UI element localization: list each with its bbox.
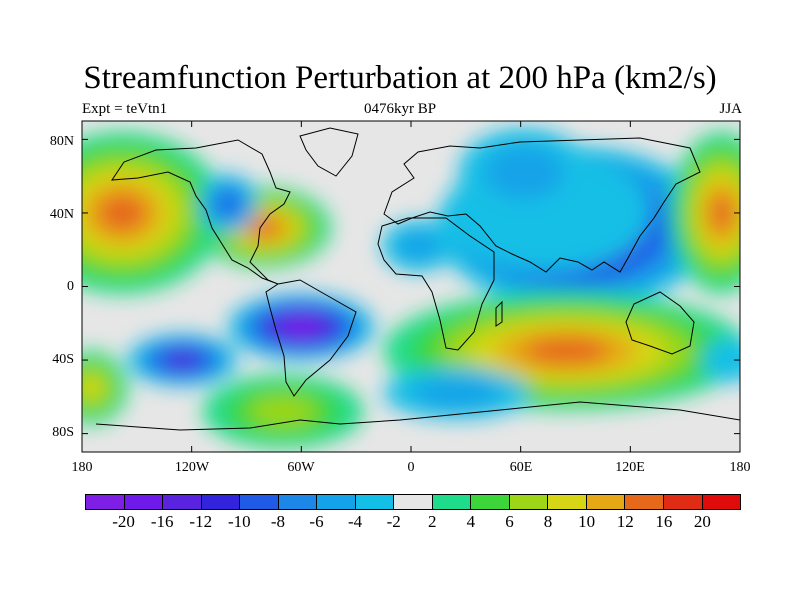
colorbar-label: 20	[693, 512, 711, 531]
colorbar-label: -2	[386, 512, 401, 531]
contour-blob-12-level-2	[412, 377, 501, 409]
lat-label-40s: 40S	[52, 352, 74, 367]
axis-ticks	[81, 121, 741, 452]
colorbar-segment-8	[394, 495, 433, 509]
colorbar	[85, 494, 741, 510]
lon-label-120w: 120W	[174, 460, 210, 475]
colorbar-label: 2	[428, 512, 437, 531]
contour-blob-11-level-4	[82, 375, 104, 400]
coastline-australia	[625, 291, 695, 355]
experiment-label: Expt = teVtn1	[82, 101, 168, 117]
colorbar-segment-4	[240, 495, 279, 509]
contour-blob-4-level-6	[98, 194, 146, 232]
colorbar-segment-13	[586, 495, 626, 509]
coastline-north-america	[111, 139, 291, 285]
contour-blob-5-level-6	[709, 194, 734, 232]
lon-label-180w: 180	[71, 460, 93, 475]
lon-label-0: 0	[407, 460, 415, 475]
colorbar-label: 10	[578, 512, 596, 531]
colorbar-segment-14	[625, 495, 664, 509]
colorbar-segment-15	[663, 495, 703, 509]
lat-label-0: 0	[67, 279, 74, 294]
contour-blob-7-level-4	[218, 193, 238, 214]
lon-label-180e: 180	[729, 460, 751, 475]
lon-label-60w: 60W	[287, 460, 315, 475]
coastline-antarctica	[95, 401, 740, 431]
colorbar-label: -6	[309, 512, 324, 531]
contour-blob-2-level-2	[484, 146, 564, 199]
colorbar-segment-9	[432, 495, 472, 509]
colorbar-label: -12	[189, 512, 213, 531]
plot-title: Streamfunction Perturbation at 200 hPa (…	[83, 60, 717, 96]
coastline-madagascar	[495, 300, 503, 327]
colorbar-label: -8	[270, 512, 286, 531]
colorbar-label: -10	[228, 512, 251, 531]
colorbar-segment-16	[702, 495, 741, 509]
contour-blob-9-level-6	[169, 354, 196, 366]
colorbar-segment-3	[201, 495, 241, 509]
colorbar-segment-10	[471, 495, 510, 509]
colorbar-segment-5	[278, 495, 318, 509]
coastline-south-america	[265, 279, 357, 397]
lon-label-120e: 120E	[615, 460, 645, 475]
time-label: 0476kyr BP	[363, 101, 437, 117]
colorbar-label: 16	[655, 512, 673, 531]
contour-blob-6-level-6	[249, 218, 280, 237]
lat-label-40n: 40N	[49, 207, 74, 222]
contour-blob-10-level-6	[524, 337, 609, 365]
coastline-africa	[377, 217, 495, 351]
contour-blob-8-level-8	[288, 321, 315, 333]
colorbar-label: 12	[616, 512, 634, 531]
coastlines	[95, 127, 740, 431]
colorbar-label: -4	[348, 512, 363, 531]
contour-field	[82, 128, 740, 449]
lat-label-80s: 80S	[52, 425, 74, 440]
contour-blob-3-level-2	[396, 230, 441, 262]
colorbar-segment-1	[124, 495, 164, 509]
colorbar-segment-12	[548, 495, 587, 509]
colorbar-label: -20	[112, 512, 135, 531]
colorbar-label: 8	[543, 512, 553, 531]
contour-blob-13-level-3	[248, 395, 318, 428]
lon-label-60e: 60E	[509, 460, 533, 475]
colorbar-segment-2	[163, 495, 202, 509]
colorbar-segment-7	[355, 495, 395, 509]
season-label: JJA	[719, 101, 742, 117]
contour-blob-14-level-1	[701, 337, 740, 383]
coastline-eurasia	[383, 137, 701, 273]
colorbar-segment-11	[509, 495, 549, 509]
lat-label-80n: 80N	[49, 134, 74, 149]
colorbar-label: -16	[150, 512, 174, 531]
colorbar-label: 4	[466, 512, 476, 531]
colorbar-label: 6	[505, 512, 514, 531]
coastline-greenland	[299, 127, 359, 177]
colorbar-segment-6	[317, 495, 356, 509]
colorbar-segment-0	[86, 495, 125, 509]
